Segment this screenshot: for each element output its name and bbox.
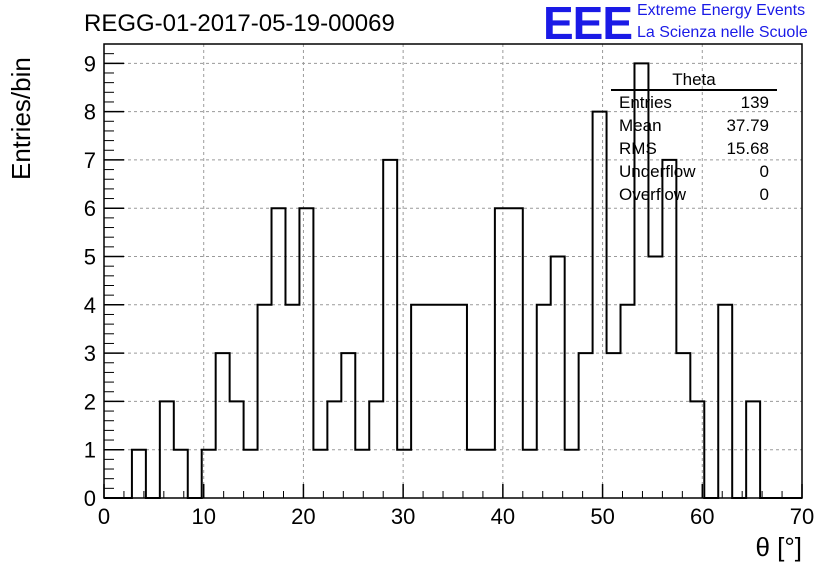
stats-value: 139 (740, 93, 769, 112)
x-tick-label: 10 (191, 504, 215, 529)
stats-value: 0 (759, 162, 769, 181)
x-tick-label: 30 (391, 504, 415, 529)
y-tick-label: 9 (84, 51, 96, 76)
run-title: REGG-01-2017-05-19-00069 (84, 10, 395, 37)
y-tick-label: 3 (84, 341, 96, 366)
y-axis-label: Entries/bin (6, 57, 36, 180)
x-axis-label: θ [°] (755, 532, 802, 562)
y-tick-label: 1 (84, 438, 96, 463)
stats-row: Mean 37.79 (609, 114, 777, 137)
y-tick-label: 0 (84, 486, 96, 511)
stats-box: Theta Entries 139 Mean 37.79 RMS 15.68 U… (609, 67, 777, 206)
x-tick-label: 20 (291, 504, 315, 529)
stats-label: Entries (619, 93, 672, 112)
x-tick-label: 50 (590, 504, 614, 529)
y-tick-label: 5 (84, 245, 96, 270)
histogram-step-line (104, 62, 802, 499)
stats-value: 0 (759, 185, 769, 204)
y-tick-label: 4 (84, 293, 96, 318)
x-tick-label: 60 (690, 504, 714, 529)
x-tick-label: 40 (491, 504, 515, 529)
y-axis-ticks: 0 1 2 3 4 5 6 7 8 9 (84, 43, 124, 511)
x-tick-label: 0 (98, 504, 110, 529)
plot-frame (103, 43, 803, 499)
x-tick-label: 70 (790, 504, 814, 529)
stats-row: Overflow 0 (609, 183, 777, 206)
eee-logo: EEE (543, 0, 633, 49)
stats-title: Theta (611, 67, 777, 91)
stats-value: 15.68 (726, 139, 769, 158)
stats-row: Entries 139 (609, 91, 777, 114)
y-tick-label: 2 (84, 389, 96, 414)
logo-line-1: Extreme Energy Events (637, 2, 806, 19)
stats-row: Underflow 0 (609, 160, 777, 183)
stats-label: Mean (619, 116, 662, 135)
x-axis-ticks: 0 10 20 30 40 50 60 70 (98, 484, 814, 529)
logo-line-2: La Scienza nelle Scuole (637, 24, 808, 41)
stats-row: RMS 15.68 (609, 137, 777, 160)
y-tick-label: 7 (84, 148, 96, 173)
stats-value: 37.79 (726, 116, 769, 135)
stats-label: Overflow (619, 185, 687, 204)
y-tick-label: 6 (84, 196, 96, 221)
y-tick-label: 8 (84, 100, 96, 125)
stats-label: RMS (619, 139, 657, 158)
stats-label: Underflow (619, 162, 696, 181)
